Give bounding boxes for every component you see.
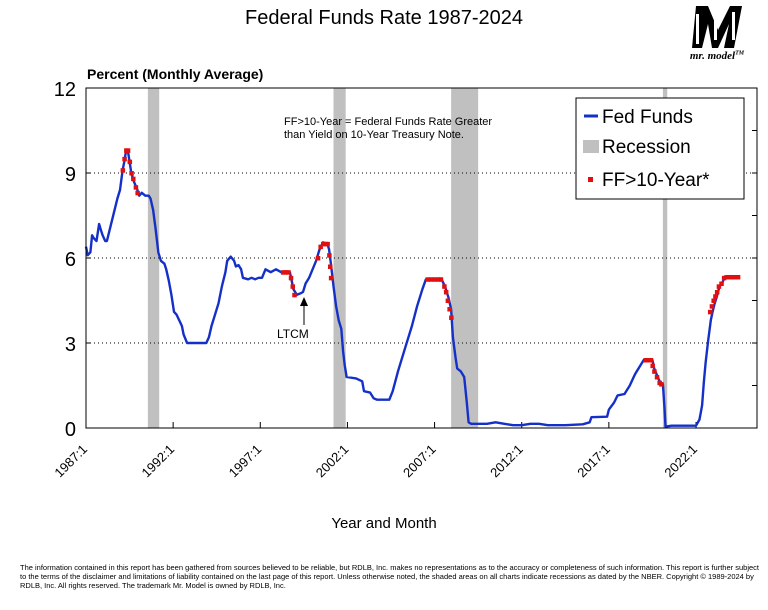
ff-marker-point <box>325 241 330 247</box>
ff-marker-point <box>129 171 134 176</box>
x-tick-label-5: 2012:1 <box>487 442 526 481</box>
y-tick-label-9: 9 <box>65 164 76 186</box>
x-tick-label-6: 2017:1 <box>574 442 613 481</box>
recession-band-2 <box>451 88 479 428</box>
ff-marker-point <box>654 375 660 380</box>
recession-band-0 <box>147 88 160 428</box>
ff-marker-point <box>125 148 131 153</box>
x-axis-label: Year and Month <box>331 515 437 532</box>
x-tick-label-0: 1987:1 <box>51 442 90 481</box>
logo-wordmark: mr. modelTM <box>684 50 750 62</box>
ff-marker-point <box>735 274 741 280</box>
ff-marker-point <box>327 253 332 258</box>
ff-marker-point <box>432 277 438 282</box>
legend-recession-swatch <box>583 140 599 153</box>
mr-model-logo-icon <box>692 6 742 48</box>
ff-marker-point <box>315 256 321 261</box>
recession-band-3 <box>662 88 668 428</box>
ff-marker-point <box>449 315 454 320</box>
ff-marker-point <box>135 190 140 196</box>
x-tick-label-1: 1992:1 <box>139 442 178 481</box>
ff-marker-point <box>286 270 291 275</box>
ff-marker-point <box>328 275 334 281</box>
legend-ff-label: FF>10-Year* <box>602 170 710 191</box>
ff-marker-point <box>318 244 323 250</box>
ff-marker-point <box>643 358 648 363</box>
ff-marker-point <box>707 309 713 315</box>
logo-trademark: TM <box>735 50 745 57</box>
fed-funds-line <box>84 149 740 428</box>
ff-marker-point <box>713 294 718 299</box>
y-tick-label-3: 3 <box>65 334 76 356</box>
ltcm-label: LTCM <box>277 327 309 341</box>
ff-marker-point <box>290 284 296 289</box>
ff-marker-point <box>725 274 730 280</box>
x-tick-label-7: 2022:1 <box>661 442 700 481</box>
plot-frame <box>85 87 758 429</box>
ff-marker-point <box>709 304 715 309</box>
ff-marker-point <box>445 298 451 303</box>
ff-marker-point <box>429 277 434 282</box>
ff-marker-point <box>133 185 139 190</box>
legend: Fed Funds Recession FF>10-Year* <box>575 97 745 200</box>
ff-marker-point <box>719 281 724 286</box>
disclaimer-text: The information contained in this report… <box>20 563 759 590</box>
ff-marker-point <box>283 270 289 275</box>
ff-marker-point <box>721 275 727 281</box>
legend-fed-funds-label: Fed Funds <box>602 107 693 128</box>
ff-marker-point <box>122 156 127 162</box>
ff-marker-point <box>648 358 654 363</box>
ff-marker-point <box>646 358 651 363</box>
x-tick-label-4: 2007:1 <box>400 442 439 481</box>
ff-marker-point <box>732 274 737 280</box>
ff-marker-point <box>120 168 126 173</box>
ff-markers <box>120 148 741 387</box>
y-tick-label-0: 0 <box>65 419 76 441</box>
annotation-line-1: FF>10-Year = Federal Funds Rate Greater <box>284 116 492 128</box>
ff-marker-point <box>438 277 444 282</box>
ff-marker-point <box>652 369 657 374</box>
ff-marker-point <box>728 274 734 280</box>
ff-marker-point <box>127 159 133 165</box>
chart-title: Federal Funds Rate 1987-2024 <box>245 7 523 29</box>
y-tick-label-6: 6 <box>65 249 76 271</box>
ff-marker-point <box>292 292 297 298</box>
y-axis-label: Percent (Monthly Average) <box>87 66 264 82</box>
ff-marker-point <box>443 290 449 295</box>
ff-marker-point <box>447 307 452 312</box>
x-tick-label-2: 1997:1 <box>226 442 265 481</box>
ltcm-arrowhead-icon <box>300 297 308 306</box>
legend-box <box>575 97 745 200</box>
ff-marker-point <box>716 284 722 289</box>
fed-funds-series-line <box>84 149 740 428</box>
legend-recession-label: Recession <box>602 137 691 158</box>
ff-marker-point <box>711 298 716 303</box>
ff-marker-point <box>659 382 664 387</box>
ff-marker-point <box>442 284 447 289</box>
ff-marker-point <box>328 264 333 269</box>
ff-marker-point <box>650 363 655 369</box>
ff-marker-point <box>280 270 286 275</box>
ff-marker-point <box>714 290 720 295</box>
ff-marker-point <box>321 241 326 247</box>
annotation-line-2: than Yield on 10-Year Treasury Note. <box>284 129 464 141</box>
ff-marker-point <box>288 275 294 281</box>
logo-text: mr. model <box>689 50 736 62</box>
ff-marker-point <box>131 176 136 182</box>
ff-marker-point <box>425 277 431 282</box>
x-tick-label-3: 2002:1 <box>313 442 352 481</box>
legend-ff-marker-swatch <box>588 177 593 182</box>
ff-marker-point <box>436 277 441 282</box>
y-tick-label-12: 12 <box>54 79 76 101</box>
